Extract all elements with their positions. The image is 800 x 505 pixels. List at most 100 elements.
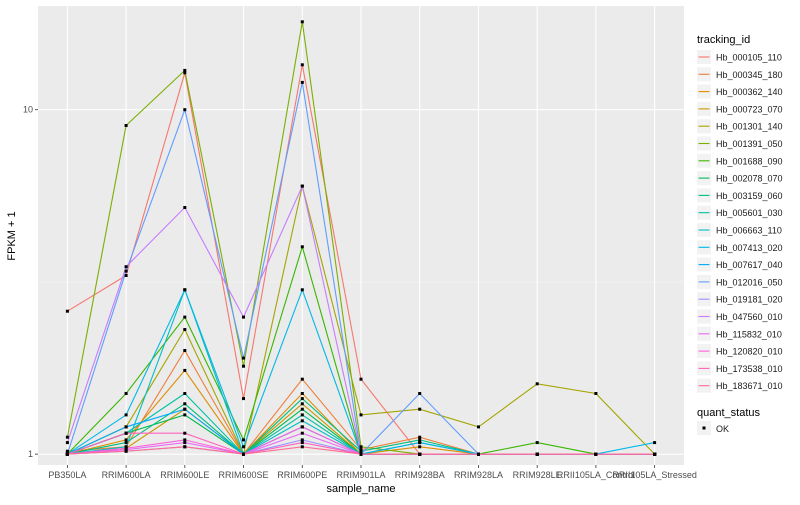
data-point: [418, 392, 422, 395]
x-tick-label: RRIM600SE: [219, 470, 269, 480]
data-point: [65, 449, 69, 453]
legend-label: Hb_002078_070: [716, 174, 783, 184]
x-tick-label: RRIM600LE: [160, 470, 209, 480]
legend-label: Hb_115832_010: [716, 329, 782, 339]
legend-label: Hb_173538_010: [716, 364, 783, 374]
data-point: [359, 377, 363, 381]
data-point: [242, 356, 245, 360]
data-point: [300, 377, 304, 381]
data-point: [124, 441, 128, 445]
data-point: [183, 315, 187, 319]
data-point: [594, 392, 598, 395]
legend-label: Hb_007413_020: [716, 243, 783, 253]
legend-label: Hb_012016_050: [716, 277, 783, 287]
data-point: [418, 435, 422, 439]
data-point: [418, 441, 422, 445]
legend-label: Hb_183671_010: [716, 381, 783, 391]
data-point: [65, 452, 69, 456]
data-point: [300, 63, 304, 67]
data-point: [300, 392, 304, 395]
legend-label: Hb_019181_020: [716, 295, 783, 305]
legend-label: Hb_120820_010: [716, 347, 783, 357]
data-point: [124, 269, 128, 273]
data-point: [242, 397, 245, 401]
legend-label: Hb_001391_050: [716, 139, 783, 149]
legend-label: Hb_006663_110: [716, 226, 782, 236]
data-point: [183, 349, 187, 352]
data-point: [124, 449, 128, 453]
data-point: [300, 184, 304, 188]
data-point: [183, 368, 187, 372]
legend-label: Hb_003159_060: [716, 191, 783, 201]
data-point: [300, 20, 304, 24]
legend-label: Hb_000362_140: [716, 87, 783, 97]
data-point: [418, 445, 422, 449]
data-point: [183, 445, 187, 449]
data-point: [124, 438, 128, 442]
data-point: [477, 452, 480, 456]
data-point: [300, 288, 304, 292]
x-tick-label: RRIM600PE: [277, 470, 327, 480]
data-point: [594, 452, 598, 456]
x-tick-label: RRIM928BA: [395, 470, 445, 480]
data-point: [300, 407, 304, 411]
data-point: [242, 364, 245, 368]
data-point: [359, 413, 363, 417]
series-points: [65, 20, 657, 456]
data-point: [359, 452, 363, 456]
data-point: [124, 413, 128, 417]
x-tick-label: RRIM928LE: [513, 470, 562, 480]
data-point: [359, 445, 363, 449]
y-axis-title: FPKM + 1: [6, 211, 18, 260]
y-tick-label: 10: [23, 105, 33, 115]
data-point: [124, 392, 128, 395]
data-point: [183, 328, 187, 331]
data-point: [183, 402, 187, 406]
data-point: [183, 413, 187, 417]
x-tick-label: RRIM928LA: [454, 470, 503, 480]
data-point: [183, 288, 187, 292]
data-point: [300, 397, 304, 401]
x-tick-label: RRII105LA_Control: [557, 470, 635, 480]
legend2-label: OK: [716, 424, 729, 434]
data-point: [300, 431, 304, 435]
legend-label: Hb_000345_180: [716, 70, 783, 80]
data-point: [300, 413, 304, 417]
legend-title: tracking_id: [697, 34, 750, 46]
data-point: [65, 309, 69, 313]
legend2-title: quant_status: [697, 407, 760, 419]
data-point: [242, 445, 245, 449]
data-point: [183, 206, 187, 209]
data-point: [300, 402, 304, 406]
data-point: [300, 441, 304, 445]
data-point: [124, 431, 128, 435]
data-point: [124, 425, 128, 429]
data-point: [300, 245, 304, 249]
data-point: [183, 71, 187, 75]
legend: Hb_000105_110 Hb_000345_180 Hb_000362_140 H…: [697, 50, 783, 393]
data-point: [124, 265, 128, 269]
data-point: [418, 407, 422, 411]
data-point: [418, 452, 422, 456]
legend-label: Hb_000723_070: [716, 104, 783, 114]
data-point: [65, 435, 69, 439]
y-tick-label: 1: [28, 449, 33, 459]
data-point: [183, 68, 187, 72]
data-point: [242, 315, 245, 319]
x-tick-label: RRII105LA_Stressed: [612, 470, 697, 480]
data-point: [183, 441, 187, 445]
x-tick-label: PB350LA: [48, 470, 86, 480]
data-point: [300, 425, 304, 429]
legend-label: Hb_007617_040: [716, 260, 783, 270]
data-point: [242, 452, 245, 456]
data-point: [124, 274, 128, 277]
data-point: [535, 452, 539, 456]
data-point: [653, 441, 657, 445]
y-axis: 1 10: [23, 105, 38, 459]
data-point: [183, 438, 187, 442]
data-point: [300, 445, 304, 449]
data-point: [183, 108, 187, 112]
data-point: [653, 452, 657, 456]
